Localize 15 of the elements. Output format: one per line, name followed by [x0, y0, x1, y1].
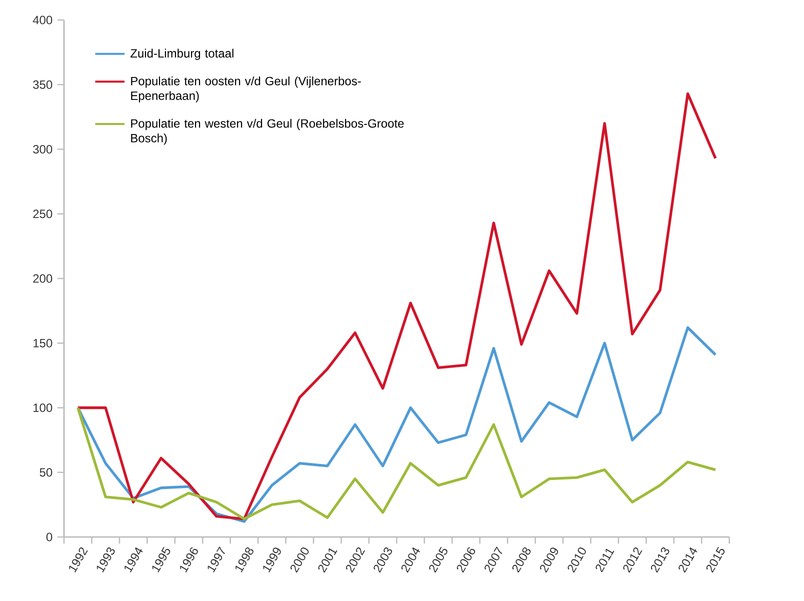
line-series: [76, 92, 717, 520]
legend-label: Populatie ten oosten v/d Geul (Vijlenerbos-Epenerbaan): [131, 76, 361, 102]
y-tick-label: 400: [32, 16, 52, 24]
y-tick-label: 300: [33, 145, 52, 154]
line-series: [76, 406, 717, 520]
y-tick-label: 200: [33, 274, 52, 283]
y-tick-label: 0: [46, 532, 52, 542]
y-tick-label: 150: [34, 338, 52, 348]
y-tick-label: 100: [34, 403, 52, 412]
legend-label: Populatie ten westen v/d Geul (Roebelsbos-Groote Bosch): [131, 118, 404, 145]
line-series: [76, 326, 717, 523]
y-tick-label: 250: [33, 210, 52, 218]
y-tick-label: 350: [33, 80, 52, 89]
y-tick-label: 50: [40, 468, 52, 477]
legend-label: Zuid-Limburg totaal: [130, 48, 234, 60]
